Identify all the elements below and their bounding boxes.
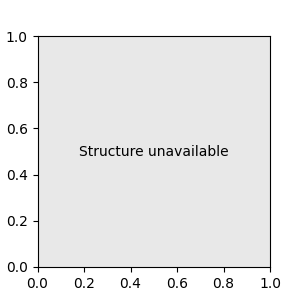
Text: Structure unavailable: Structure unavailable [79,145,229,158]
